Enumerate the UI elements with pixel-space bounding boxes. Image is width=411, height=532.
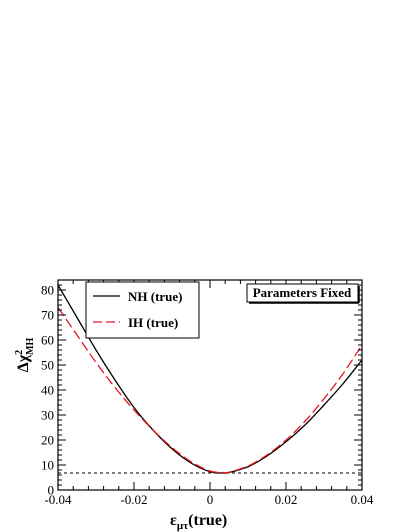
y-tick-label: 20 — [41, 433, 54, 448]
annotation-text: Parameters Fixed — [253, 285, 352, 300]
x-tick-label: -0.02 — [120, 492, 147, 507]
y-tick-label: 50 — [41, 358, 54, 373]
x-axis-title: εμτ(true) — [170, 512, 227, 532]
y-tick-label: 60 — [41, 333, 54, 348]
annotation: Parameters Fixed — [246, 283, 360, 304]
x-tick-label: 0.04 — [351, 492, 374, 507]
annotation-box — [246, 283, 359, 303]
y-tick-label: 0 — [48, 483, 55, 498]
y-tick-label: 10 — [41, 458, 54, 473]
x-axis-title-tail: (true) — [188, 512, 227, 529]
y-tick-label: 30 — [41, 408, 54, 423]
series-layer — [57, 284, 363, 474]
y-axis-title-sub: MH — [25, 337, 36, 354]
x-tick-label: 0 — [207, 492, 214, 507]
legend-label-nh: NH (true) — [128, 289, 183, 304]
y-tick-label: 70 — [41, 308, 54, 323]
x-axis-title-sub: μτ — [177, 520, 188, 532]
legend-box — [85, 281, 200, 339]
y-tick-label: 80 — [41, 283, 54, 298]
y-axis-title-main: Δχ — [15, 354, 32, 372]
y-axis-title-sup: 2 — [14, 350, 25, 355]
legend: NH (true) IH (true) — [85, 281, 200, 339]
series-line-ih — [57, 307, 363, 474]
y-tick-label: 40 — [41, 383, 54, 398]
x-tick-label: -0.04 — [44, 492, 72, 507]
x-axis-title-main: ε — [170, 512, 177, 529]
x-tick-label: 0.02 — [275, 492, 298, 507]
y-axis-title: Δχ2MH — [14, 337, 36, 372]
legend-label-ih: IH (true) — [128, 315, 178, 330]
